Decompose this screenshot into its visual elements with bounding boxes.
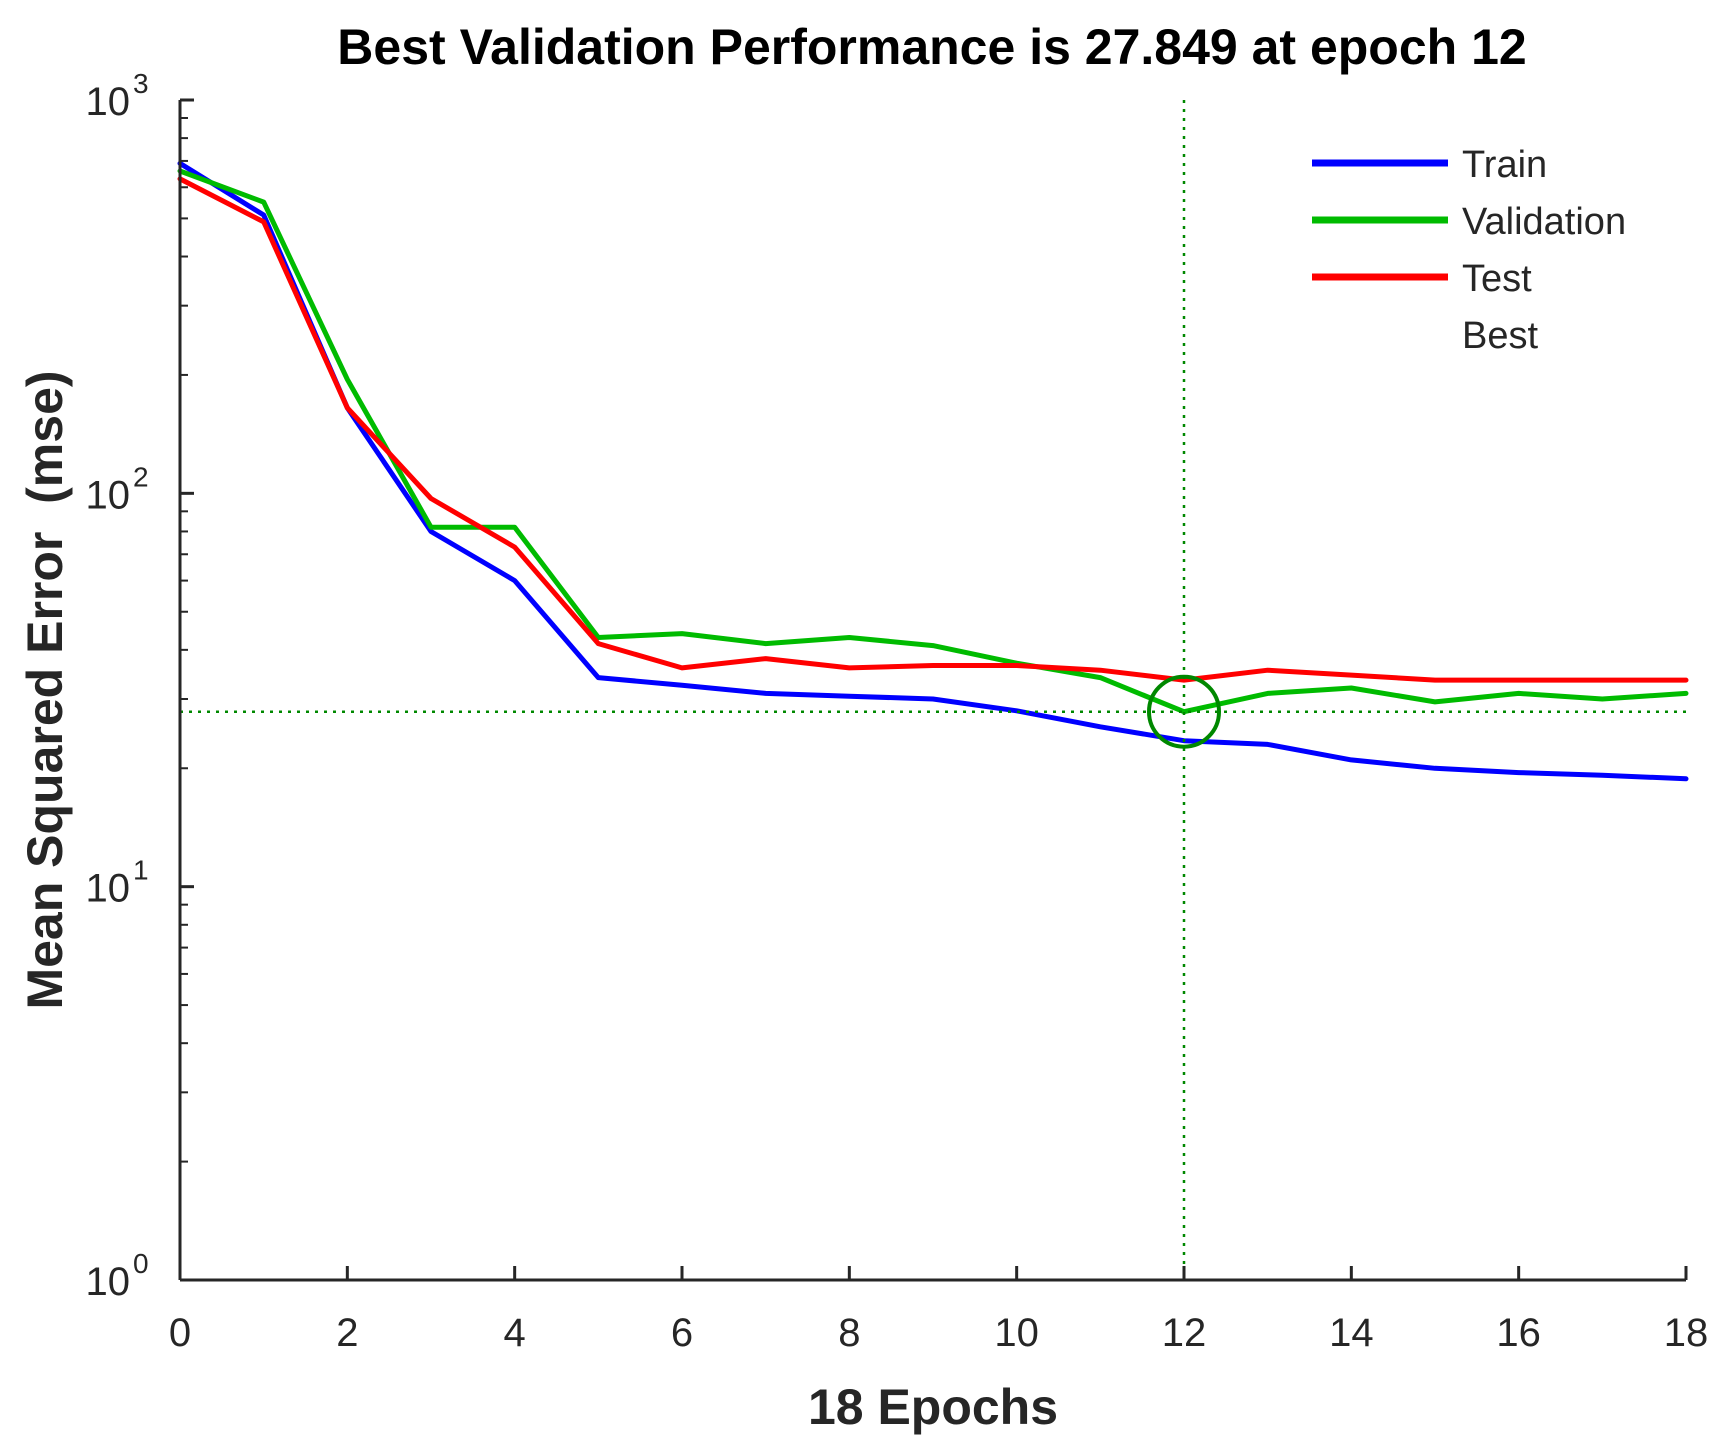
series-line-train bbox=[177, 160, 1689, 782]
x-tick-label: 18 bbox=[1664, 1311, 1709, 1355]
x-tick-label: 14 bbox=[1329, 1311, 1374, 1355]
y-tick-label: 10 bbox=[86, 867, 131, 911]
x-tick-label: 10 bbox=[994, 1311, 1039, 1355]
axes-layer bbox=[178, 100, 1686, 1282]
plot-background bbox=[180, 100, 1686, 1280]
series-line-validation bbox=[177, 168, 1689, 715]
x-tick-label: 8 bbox=[838, 1311, 860, 1355]
legend: Train Validation Test Best bbox=[1312, 144, 1626, 357]
legend-label-validation: Validation bbox=[1462, 201, 1626, 243]
series-line-test bbox=[177, 176, 1689, 683]
y-axis-label: Mean Squared Error (mse) bbox=[17, 370, 73, 1009]
plot-area bbox=[177, 100, 1689, 1282]
x-axis-label: 18 Epochs bbox=[808, 1379, 1058, 1435]
x-tick-label: 0 bbox=[169, 1311, 191, 1355]
legend-label-train: Train bbox=[1462, 144, 1547, 186]
x-tick-label: 4 bbox=[504, 1311, 526, 1355]
x-ticks: 0 2 4 6 8 10 12 14 16 18 bbox=[169, 1266, 1708, 1355]
chart-title: Best Validation Performance is 27.849 at… bbox=[337, 19, 1526, 75]
x-tick-label: 6 bbox=[671, 1311, 693, 1355]
y-tick-exponent: 3 bbox=[133, 68, 149, 99]
y-tick-exponent: 0 bbox=[133, 1248, 149, 1279]
y-tick-exponent: 1 bbox=[133, 855, 149, 886]
x-tick-label: 12 bbox=[1162, 1311, 1207, 1355]
best-point-circle bbox=[1147, 674, 1221, 749]
series-layer bbox=[177, 160, 1689, 782]
legend-label-best: Best bbox=[1462, 315, 1538, 357]
legend-label-test: Test bbox=[1462, 258, 1532, 300]
x-tick-label: 2 bbox=[336, 1311, 358, 1355]
best-marker-layer bbox=[180, 100, 1686, 1280]
y-tick-label: 10 bbox=[86, 473, 131, 517]
y-tick-exponent: 2 bbox=[133, 461, 149, 492]
y-tick-label: 10 bbox=[86, 1260, 131, 1304]
x-tick-label: 16 bbox=[1496, 1311, 1541, 1355]
y-tick-label: 10 bbox=[86, 80, 131, 124]
